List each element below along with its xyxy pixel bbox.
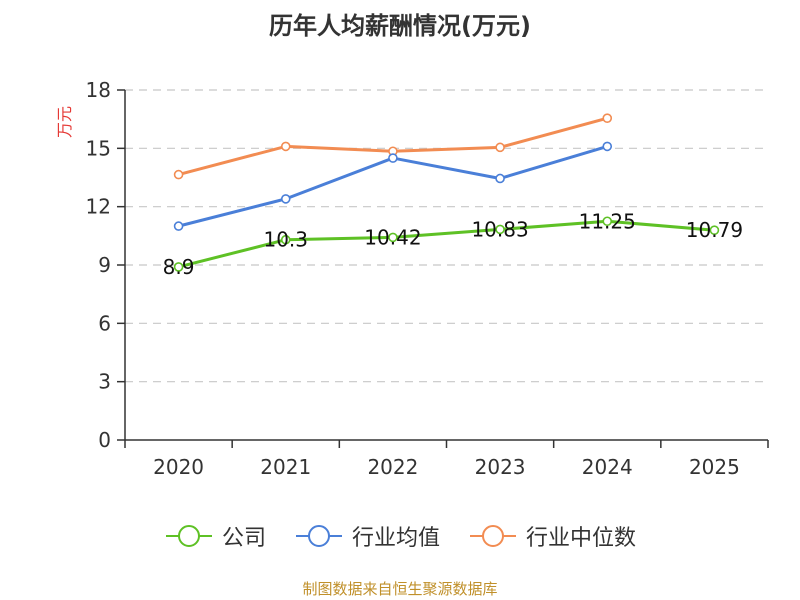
x-tick-label: 2023 xyxy=(475,455,526,479)
series-point xyxy=(280,141,291,152)
gridlines xyxy=(125,89,768,383)
y-tick-labels: 0 3 6 9 12 15 18 xyxy=(86,78,111,452)
series-point xyxy=(495,224,505,235)
y-tick-label: 3 xyxy=(98,370,111,394)
y-axis-label: 万元 xyxy=(55,106,74,138)
series-point xyxy=(388,232,398,243)
legend-item[interactable]: 行业均值 xyxy=(294,520,440,552)
series-point xyxy=(602,113,613,123)
legend-item[interactable]: 公司 xyxy=(164,520,266,552)
series-point xyxy=(173,169,184,180)
x-tick-labels: 2020 2021 2022 2023 2024 2025 xyxy=(153,455,740,479)
y-tick-label: 18 xyxy=(86,78,111,102)
series-point xyxy=(280,194,291,204)
legend-label: 行业均值 xyxy=(351,526,440,551)
legend-label: 行业中位数 xyxy=(526,526,637,551)
source-note: 制图数据来自恒生聚源数据库 xyxy=(302,580,498,598)
series-point xyxy=(495,173,505,184)
x-tick-label: 2021 xyxy=(260,455,311,479)
legend-marker-icon xyxy=(165,525,212,547)
data-label: 8.9 xyxy=(163,255,195,279)
x-tick-label: 2022 xyxy=(367,455,418,479)
series-point xyxy=(388,153,398,163)
data-label: 10.42 xyxy=(364,225,421,249)
data-label: 10.3 xyxy=(263,228,308,252)
series-point xyxy=(709,225,720,235)
series-point xyxy=(602,216,613,227)
series-line-0 xyxy=(178,219,715,269)
series-point xyxy=(173,262,184,272)
y-tick-label: 0 xyxy=(98,428,111,452)
legend-marker-icon xyxy=(295,525,342,547)
axes xyxy=(117,89,769,448)
x-tick-label: 2024 xyxy=(582,455,633,479)
series-point xyxy=(173,221,184,231)
chart-title: 历年人均薪酬情况(万元) xyxy=(269,12,531,40)
legend-label: 公司 xyxy=(221,526,266,551)
series-point xyxy=(602,141,613,152)
legend-marker-icon xyxy=(470,525,516,547)
data-label: 10.79 xyxy=(686,218,743,242)
y-tick-label: 15 xyxy=(86,136,111,160)
series-lines xyxy=(173,113,720,272)
data-label: 10.83 xyxy=(471,217,528,241)
y-tick-label: 6 xyxy=(98,311,111,335)
data-labels: 8.9 10.3 10.42 10.83 11.25 10.79 xyxy=(163,209,743,279)
x-tick-label: 2020 xyxy=(153,455,204,479)
series-point xyxy=(280,234,291,245)
legend: 公司 行业均值 行业中位数 xyxy=(0,520,800,555)
y-tick-label: 12 xyxy=(86,195,111,219)
series-point xyxy=(495,142,505,153)
y-tick-label: 9 xyxy=(98,253,111,277)
legend-item[interactable]: 行业中位数 xyxy=(468,520,636,552)
data-label: 11.25 xyxy=(579,209,636,233)
x-tick-label: 2025 xyxy=(689,455,740,479)
